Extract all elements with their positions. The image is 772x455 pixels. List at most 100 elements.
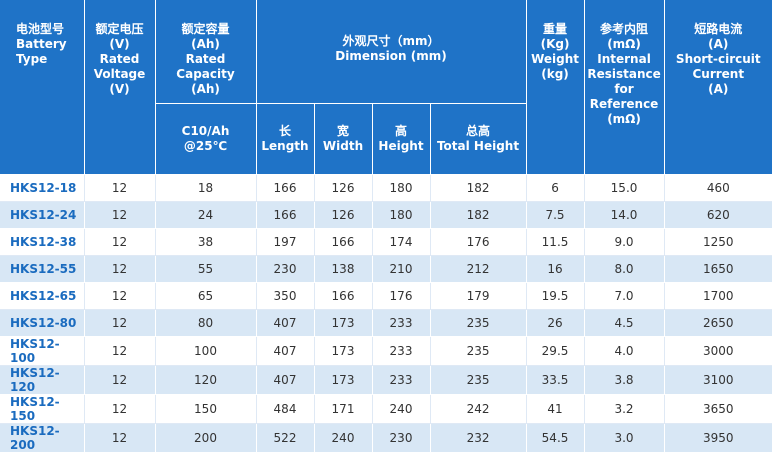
cell-length: 350	[256, 282, 315, 310]
cell-width: 166	[314, 282, 373, 310]
cell-weight: 7.5	[526, 201, 585, 229]
cell-height: 210	[372, 255, 431, 283]
cell-total-height: 182	[430, 201, 527, 229]
cell-model: HKS12-150	[0, 394, 85, 424]
cell-length: 407	[256, 365, 315, 395]
cell-current: 620	[664, 201, 772, 229]
header-dimension: 外观尺寸（mm） Dimension (mm)	[256, 0, 527, 104]
cell-weight: 33.5	[526, 365, 585, 395]
cell-resistance: 3.8	[584, 365, 665, 395]
cell-resistance: 15.0	[584, 174, 665, 202]
cell-length: 230	[256, 255, 315, 283]
cell-total-height: 232	[430, 423, 527, 453]
cell-capacity: 150	[155, 394, 257, 424]
cell-voltage: 12	[84, 365, 156, 395]
cell-height: 240	[372, 394, 431, 424]
cell-model: HKS12-18	[0, 174, 85, 202]
cell-voltage: 12	[84, 228, 156, 256]
cell-width: 126	[314, 174, 373, 202]
cell-length: 166	[256, 201, 315, 229]
cell-width: 173	[314, 336, 373, 366]
table-row: HKS12-80 12 80 407 173 233 235 26 4.5 2650	[0, 309, 772, 337]
cell-length: 407	[256, 309, 315, 337]
cell-width: 126	[314, 201, 373, 229]
header-short-circuit-current: 短路电流 (A) Short-circuit Current (A)	[664, 0, 772, 175]
cell-current: 1250	[664, 228, 772, 256]
cell-voltage: 12	[84, 174, 156, 202]
cell-total-height: 242	[430, 394, 527, 424]
header-rated-capacity: 额定容量 (Ah) Rated Capacity (Ah)	[155, 0, 257, 104]
cell-height: 176	[372, 282, 431, 310]
cell-height: 233	[372, 309, 431, 337]
cell-height: 233	[372, 365, 431, 395]
cell-model: HKS12-100	[0, 336, 85, 366]
cell-resistance: 8.0	[584, 255, 665, 283]
cell-current: 1700	[664, 282, 772, 310]
cell-weight: 54.5	[526, 423, 585, 453]
cell-weight: 6	[526, 174, 585, 202]
cell-current: 3000	[664, 336, 772, 366]
cell-weight: 29.5	[526, 336, 585, 366]
cell-height: 233	[372, 336, 431, 366]
cell-resistance: 4.0	[584, 336, 665, 366]
header-internal-resistance: 参考内阻 (mΩ) Internal Resistance for Refere…	[584, 0, 665, 175]
cell-model: HKS12-24	[0, 201, 85, 229]
cell-length: 197	[256, 228, 315, 256]
cell-capacity: 120	[155, 365, 257, 395]
header-total-height: 总高 Total Height	[430, 103, 527, 175]
cell-width: 166	[314, 228, 373, 256]
cell-resistance: 9.0	[584, 228, 665, 256]
header-capacity-c10: C10/Ah @25℃	[155, 103, 257, 175]
cell-total-height: 176	[430, 228, 527, 256]
cell-weight: 11.5	[526, 228, 585, 256]
cell-weight: 19.5	[526, 282, 585, 310]
cell-voltage: 12	[84, 309, 156, 337]
cell-model: HKS12-65	[0, 282, 85, 310]
cell-current: 1650	[664, 255, 772, 283]
cell-model: HKS12-80	[0, 309, 85, 337]
cell-current: 3950	[664, 423, 772, 453]
cell-resistance: 7.0	[584, 282, 665, 310]
cell-total-height: 235	[430, 365, 527, 395]
cell-current: 460	[664, 174, 772, 202]
cell-capacity: 100	[155, 336, 257, 366]
cell-voltage: 12	[84, 282, 156, 310]
cell-model: HKS12-38	[0, 228, 85, 256]
table-row: HKS12-150 12 150 484 171 240 242 41 3.2 3650	[0, 394, 772, 424]
cell-length: 166	[256, 174, 315, 202]
table-row: HKS12-120 12 120 407 173 233 235 33.5 3.8 3100	[0, 365, 772, 395]
cell-resistance: 3.0	[584, 423, 665, 453]
cell-voltage: 12	[84, 394, 156, 424]
header-weight: 重量 (Kg) Weight (kg)	[526, 0, 585, 175]
cell-width: 173	[314, 365, 373, 395]
cell-height: 180	[372, 174, 431, 202]
cell-model: HKS12-55	[0, 255, 85, 283]
cell-capacity: 38	[155, 228, 257, 256]
cell-height: 174	[372, 228, 431, 256]
cell-length: 407	[256, 336, 315, 366]
cell-total-height: 179	[430, 282, 527, 310]
cell-resistance: 14.0	[584, 201, 665, 229]
cell-total-height: 182	[430, 174, 527, 202]
cell-capacity: 18	[155, 174, 257, 202]
table-row: HKS12-18 12 18 166 126 180 182 6 15.0 460	[0, 174, 772, 202]
header-battery-type: 电池型号 Battery Type	[0, 0, 85, 175]
cell-length: 484	[256, 394, 315, 424]
cell-total-height: 235	[430, 309, 527, 337]
cell-capacity: 65	[155, 282, 257, 310]
table-row: HKS12-24 12 24 166 126 180 182 7.5 14.0 620	[0, 201, 772, 229]
cell-total-height: 212	[430, 255, 527, 283]
cell-current: 3650	[664, 394, 772, 424]
cell-voltage: 12	[84, 336, 156, 366]
cell-capacity: 55	[155, 255, 257, 283]
cell-current: 2650	[664, 309, 772, 337]
cell-weight: 41	[526, 394, 585, 424]
header-width: 宽 Width	[314, 103, 373, 175]
cell-width: 171	[314, 394, 373, 424]
header-length: 长 Length	[256, 103, 315, 175]
cell-weight: 16	[526, 255, 585, 283]
table-row: HKS12-200 12 200 522 240 230 232 54.5 3.0 3950	[0, 423, 772, 453]
cell-capacity: 80	[155, 309, 257, 337]
table-row: HKS12-38 12 38 197 166 174 176 11.5 9.0 1250	[0, 228, 772, 256]
table-row: HKS12-65 12 65 350 166 176 179 19.5 7.0 1700	[0, 282, 772, 310]
